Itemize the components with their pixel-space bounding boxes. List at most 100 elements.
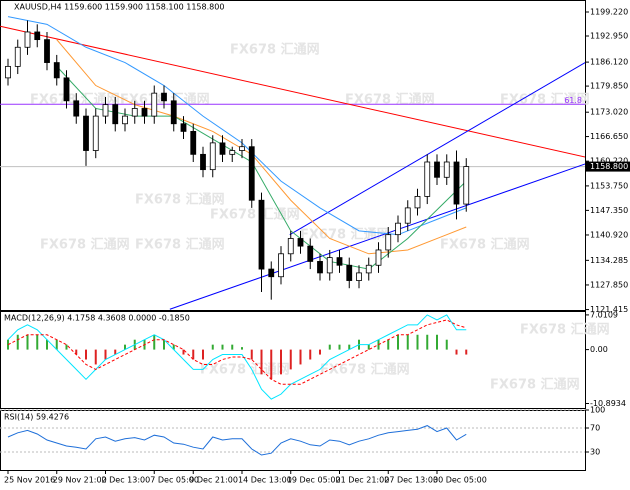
candle-body	[131, 108, 138, 117]
histogram-bar	[85, 349, 87, 360]
candle-body	[268, 268, 275, 278]
candle-body	[307, 245, 314, 262]
x-tick-label: 7 Dec 05:00	[150, 476, 199, 485]
watermark: FX678 汇通网	[210, 207, 300, 223]
moving-average	[56, 66, 467, 270]
y-tick-label: 1147.350	[590, 206, 628, 215]
y-tick-label: 100	[590, 406, 605, 415]
histogram-bar	[16, 334, 19, 350]
histogram-bar	[416, 334, 419, 350]
histogram-bar	[36, 334, 39, 350]
last-price-box	[586, 161, 630, 172]
price-title: XAUUSD,H4 1159.600 1159.900 1158.100 115…	[14, 3, 224, 12]
histogram-bar	[455, 349, 458, 355]
histogram-bar	[465, 349, 468, 355]
candle-body	[180, 123, 187, 132]
histogram-bar	[426, 334, 429, 350]
histogram-bar	[270, 349, 273, 380]
histogram-bar	[221, 344, 224, 350]
candle-body	[297, 238, 304, 247]
watermark: FX678 汇通网	[490, 377, 580, 393]
histogram-bar	[309, 349, 312, 360]
watermark: FX678 汇通网	[135, 237, 225, 253]
x-tick-label: 27 Dec 13:00	[384, 476, 438, 485]
y-tick-label: 1127.850	[590, 280, 628, 289]
y-tick-label: 70	[590, 424, 600, 433]
y-tick-label: 1192.950	[590, 31, 628, 40]
histogram-bar	[348, 344, 351, 350]
x-tick-label: 2 Dec 13:00	[102, 476, 151, 485]
y-tick-label: 1199.220	[590, 8, 628, 17]
candle-body	[414, 196, 421, 209]
candle-body	[170, 100, 177, 125]
x-tick-label: 21 Dec 21:00	[336, 476, 390, 485]
y-tick-label: 1160.220	[590, 157, 628, 166]
histogram-bar	[280, 349, 282, 375]
y-tick-label: 30	[590, 448, 600, 457]
y-tick-label: 1179.850	[590, 82, 628, 91]
histogram-bar	[406, 334, 409, 350]
candle-body	[83, 115, 89, 151]
y-tick-label: 1173.020	[590, 108, 628, 117]
candle-body	[453, 161, 460, 205]
histogram-bar	[338, 344, 341, 350]
histogram-bar	[46, 339, 48, 350]
histogram-bar	[124, 344, 126, 350]
histogram-bar	[250, 349, 253, 360]
histogram-bar	[65, 344, 68, 350]
candle-body	[151, 92, 158, 117]
watermark: FX678 汇通网	[30, 92, 120, 108]
histogram-bar	[397, 334, 399, 350]
x-tick-label: 14 Dec 13:00	[238, 476, 292, 485]
x-tick-label: 9 Dec 21:00	[189, 476, 238, 485]
candle-body	[200, 153, 206, 171]
histogram-bar	[436, 334, 438, 350]
histogram-bar	[231, 344, 234, 350]
histogram-bar	[172, 344, 175, 350]
trend-line	[169, 163, 585, 310]
candle-body	[375, 249, 382, 266]
watermark: FX678 汇通网	[520, 322, 610, 338]
watermark: FX678 汇通网	[320, 362, 410, 378]
candle-body	[463, 166, 470, 205]
watermark: FX678 汇通网	[345, 92, 435, 108]
candle-body	[73, 100, 80, 117]
histogram-bar	[182, 349, 185, 355]
rsi-line	[7, 425, 467, 456]
trend-line	[289, 62, 585, 236]
y-tick-label: 7.0109	[590, 310, 618, 319]
candle-body	[92, 115, 99, 151]
candle-body	[326, 257, 333, 274]
candle-body	[112, 104, 119, 125]
histogram-bar	[202, 349, 204, 360]
candle-body	[356, 272, 362, 281]
candle-body	[317, 261, 323, 274]
candle-body	[141, 108, 148, 117]
candle-body	[239, 146, 245, 151]
histogram-bar	[387, 339, 390, 350]
last-price-label: 1158.800	[590, 162, 628, 171]
rsi-title: RSI(14) 59.4276	[4, 413, 69, 422]
y-tick-label: -10.8934	[590, 399, 626, 408]
watermark: FX678 汇通网	[300, 227, 390, 243]
histogram-bar	[367, 344, 370, 350]
candle-body	[278, 253, 284, 278]
candle-body	[346, 264, 353, 281]
candle-body	[122, 115, 128, 125]
candle-body	[424, 161, 431, 197]
candle-body	[53, 62, 60, 79]
histogram-bar	[445, 339, 448, 350]
watermark: FX678 汇通网	[230, 42, 320, 58]
watermark: FX678 汇通网	[440, 237, 530, 253]
candle-body	[44, 39, 50, 63]
candle-body	[14, 46, 21, 67]
y-tick-label: 1121.415	[590, 305, 628, 314]
candle-body	[365, 264, 372, 274]
candle-body	[443, 161, 450, 178]
y-tick-label: 0.00	[590, 345, 608, 354]
histogram-bar	[153, 334, 156, 350]
histogram-bar	[26, 334, 29, 350]
candle-body	[287, 238, 294, 255]
macd-line	[7, 314, 467, 400]
